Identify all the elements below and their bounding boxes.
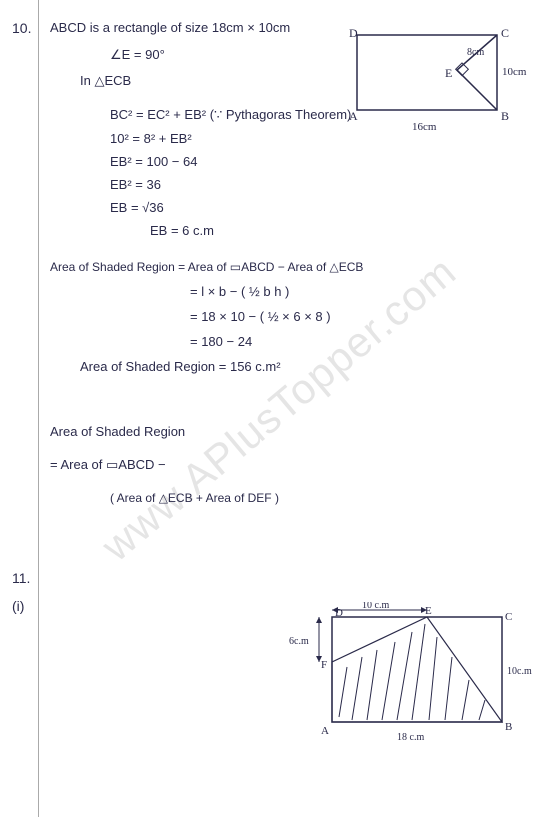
text-line: Area of Shaded Region [50, 424, 527, 439]
label-A: A [349, 109, 358, 123]
label-de: 10 c.m [362, 602, 389, 611]
text-line: EB = √36 [110, 200, 527, 215]
question-sub-i: (i) [12, 598, 24, 614]
question-number-11: 11. [12, 570, 30, 586]
text-line: = 18 × 10 − ( ½ × 6 × 8 ) [190, 309, 527, 324]
label-B: B [501, 109, 509, 123]
text-line: EB² = 100 − 64 [110, 154, 527, 169]
diagram2-svg: D E C F A B 10 c.m 6c.m 10c.m 18 c.m [277, 602, 537, 762]
label-A2: A [321, 725, 329, 737]
label-C: C [501, 26, 509, 40]
text-line: = 180 − 24 [190, 334, 527, 349]
label-bc2: 10c.m [507, 666, 532, 677]
text-line: Area of Shaded Region = Area of ▭ABCD − … [50, 260, 527, 274]
label-D2: D [335, 607, 343, 619]
label-bc: 10cm [502, 66, 527, 78]
text-line: Area of Shaded Region = 156 c.m² [80, 359, 527, 374]
diagram-rectangle-ecb: D C A B E 8cm 10cm 16cm [337, 25, 527, 150]
label-df: 6c.m [289, 636, 309, 647]
label-ab2: 18 c.m [397, 732, 424, 743]
label-E: E [445, 66, 452, 80]
page: www.APlusTopper.com 10. ABCD is a rectan… [0, 0, 557, 817]
text-line: = Area of ▭ABCD − [50, 457, 527, 473]
label-C2: C [505, 611, 512, 623]
label-B2: B [505, 721, 512, 733]
text-line: ( Area of △ECB + Area of DEF ) [110, 491, 527, 505]
text-line: EB² = 36 [110, 177, 527, 192]
text-line: EB = 6 c.m [150, 223, 527, 238]
label-ec: 8cm [467, 47, 484, 58]
margin-line [38, 0, 39, 817]
label-ab: 16cm [412, 121, 437, 133]
diagram1-svg: D C A B E 8cm 10cm 16cm [337, 25, 527, 145]
label-D: D [349, 26, 358, 40]
label-F2: F [321, 659, 327, 671]
label-E2: E [425, 605, 432, 617]
diagram-shaded-region: D E C F A B 10 c.m 6c.m 10c.m 18 c.m [277, 602, 537, 767]
question-number-10: 10. [12, 20, 31, 36]
text-line: = l × b − ( ½ b h ) [190, 284, 527, 299]
